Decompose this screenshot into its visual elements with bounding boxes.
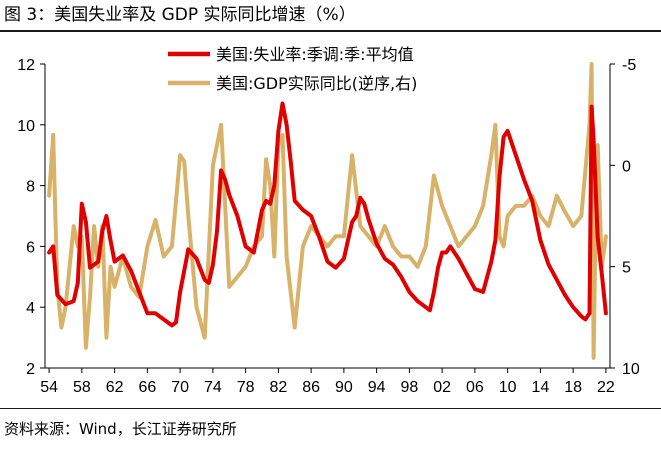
right-y-tick-label: 0 <box>622 158 631 175</box>
x-tick-label: 10 <box>499 379 517 396</box>
x-tick-label: 90 <box>335 379 353 396</box>
left-y-tick-label: 6 <box>26 239 35 256</box>
x-tick-label: 82 <box>269 379 287 396</box>
right-y-tick-label: 5 <box>622 260 631 277</box>
left-y-tick-label: 2 <box>26 361 35 378</box>
x-tick-label: 86 <box>302 379 320 396</box>
series-line-gdp <box>47 62 608 360</box>
x-tick-label: 02 <box>433 379 451 396</box>
left-y-tick-label: 12 <box>17 57 35 74</box>
x-tick-label: 18 <box>564 379 582 396</box>
left-y-tick-label: 10 <box>17 118 35 135</box>
axes-layer <box>44 64 611 369</box>
x-tick-label: 78 <box>237 379 255 396</box>
legend-label-gdp: 美国:GDP实际同比(逆序,右) <box>216 74 417 93</box>
source-note: 资料来源：Wind，长江证券研究所 <box>4 420 237 438</box>
x-tick-label: 94 <box>368 379 386 396</box>
x-tick-label: 74 <box>204 379 222 396</box>
left-y-tick-label: 8 <box>26 179 35 196</box>
right-y-tick-label: 10 <box>622 361 640 378</box>
x-tick-label: 70 <box>171 379 189 396</box>
title-rule <box>0 30 661 32</box>
x-tick-label: 14 <box>532 379 550 396</box>
x-tick-label: 98 <box>400 379 418 396</box>
x-tick-label: 54 <box>40 379 58 396</box>
left-y-tick-label: 4 <box>26 300 35 317</box>
line-chart: 54 58 62 66 70 74 78 82 86 90 94 98 02 06 10 14 18 222468… <box>17 45 640 396</box>
series-line-unemployment <box>47 101 608 328</box>
right-y-tick-label: -5 <box>622 57 636 74</box>
figure-title: 图 3：美国失业率及 GDP 实际同比增速（%） <box>4 5 356 25</box>
series-layer <box>47 62 608 360</box>
legend-label-unemployment: 美国:失业率:季调:季:平均值 <box>216 45 414 64</box>
legend: 美国:失业率:季调:季:平均值 美国:GDP实际同比(逆序,右) <box>168 45 417 93</box>
x-tick-label: 58 <box>73 379 91 396</box>
x-tick-label: 62 <box>106 379 124 396</box>
x-tick-label: 22 <box>597 379 615 396</box>
x-tick-label: 66 <box>138 379 156 396</box>
ticks-layer: 54 58 62 66 70 74 78 82 86 90 94 98 02 06 10 14 18 222468… <box>17 57 640 396</box>
source-rule <box>0 408 661 409</box>
x-tick-label: 06 <box>466 379 484 396</box>
